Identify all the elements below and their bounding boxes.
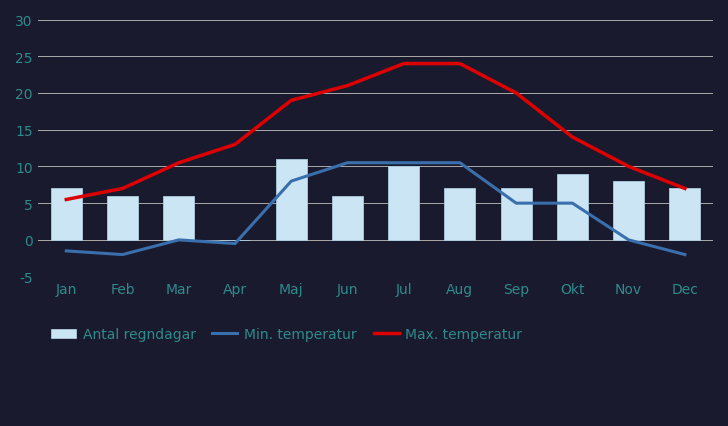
Bar [670,189,700,240]
Bar [613,181,644,240]
Legend: Antal regndagar, Min. temperatur, Max. temperatur: Antal regndagar, Min. temperatur, Max. t… [45,322,528,347]
Bar [51,189,82,240]
Bar [501,189,531,240]
Bar [388,167,419,240]
Bar [276,160,306,240]
Bar [445,189,475,240]
Bar [557,174,588,240]
Bar [332,196,363,240]
Bar [163,196,194,240]
Bar [107,196,138,240]
